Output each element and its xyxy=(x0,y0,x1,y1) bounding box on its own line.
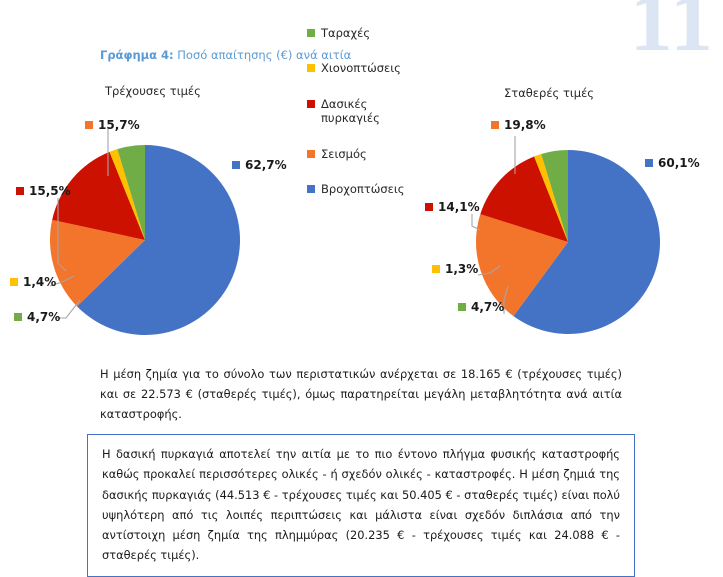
chart-title-left: Τρέχουσες τιμές xyxy=(105,84,201,98)
pie-left-label-red: 15,5% xyxy=(16,184,71,198)
figure-caption-label: Γράφημα 4: xyxy=(100,48,174,62)
pie-right-label-red: 14,1% xyxy=(425,200,480,214)
swatch-blue xyxy=(645,159,653,167)
legend-item-snowfall[interactable]: Χιονοπτώσεις xyxy=(307,61,401,76)
leader-line-yellow-right xyxy=(477,265,501,276)
swatch-yellow xyxy=(10,278,18,286)
legend-swatch-blue xyxy=(307,184,315,193)
legend-item-rainfall[interactable]: Βροχοπτώσεις xyxy=(307,182,405,196)
chart-title-right: Σταθερές τιμές xyxy=(504,86,595,100)
pie-slice[interactable] xyxy=(109,149,145,240)
leader-line-yellow-left xyxy=(49,275,75,287)
legend-item-forest-fires[interactable]: Δασικές πυρκαγιές xyxy=(307,97,399,126)
chart-constant-prices: Σταθερές τιμές 19,8% 14,1% 1,3% 4,7% 60,… xyxy=(400,78,723,348)
swatch-red xyxy=(425,203,433,211)
legend-item-earthquake[interactable]: Σεισμός xyxy=(307,147,399,161)
pie-slice[interactable] xyxy=(50,219,145,307)
figure-caption-text: Ποσό απαίτησης (€) ανά αιτία xyxy=(173,48,352,62)
chart-current-prices: Τρέχουσες τιμές 15,7% 15,5% 1,4% 4,7% 62… xyxy=(0,78,310,348)
page-number: 11 xyxy=(629,0,715,69)
legend-swatch-orange xyxy=(307,149,315,158)
legend-label: Βροχοπτώσεις xyxy=(321,181,405,196)
pie-slice[interactable] xyxy=(513,150,660,334)
pie-left-label-blue: 62,7% xyxy=(232,158,287,172)
legend-label: Ταραχές xyxy=(321,26,371,40)
swatch-blue xyxy=(232,161,240,169)
pie-left-slices xyxy=(50,145,241,335)
figure-caption: Γράφημα 4: Ποσό απαίτησης (€) ανά αιτία xyxy=(100,48,351,62)
leader-line-green-right xyxy=(503,285,509,314)
chart-legend: Ταραχές Χιονοπτώσεις Δασικές πυρκαγιές Σ… xyxy=(307,26,405,217)
pie-right-slices xyxy=(476,150,660,334)
legend-label: Σεισμός xyxy=(321,146,367,161)
legend-swatch-green xyxy=(307,29,315,37)
leader-line-red-left xyxy=(57,198,67,272)
pie-left-svg xyxy=(49,128,241,335)
pie-slice[interactable] xyxy=(541,150,568,242)
legend-label: Δασικές πυρκαγιές xyxy=(321,96,380,126)
summary-paragraph: Η μέση ζημία για το σύνολο των περιστατι… xyxy=(100,367,622,421)
swatch-red xyxy=(16,187,24,195)
pie-slice[interactable] xyxy=(76,145,241,335)
leader-line-green-left xyxy=(55,299,81,319)
swatch-orange xyxy=(85,121,93,129)
pie-left-label-yellow: 1,4% xyxy=(10,275,56,289)
swatch-green xyxy=(458,303,466,311)
pie-right-svg xyxy=(471,136,660,334)
pie-right-wrap xyxy=(400,78,723,348)
pie-slice[interactable] xyxy=(480,156,568,242)
pie-slice[interactable] xyxy=(534,153,568,242)
pie-left-label-orange: 15,7% xyxy=(85,118,140,132)
legend-swatch-yellow xyxy=(307,64,315,73)
swatch-yellow xyxy=(432,265,440,273)
pie-right-label-blue: 60,1% xyxy=(645,156,700,170)
legend-swatch-red xyxy=(307,99,315,108)
swatch-green xyxy=(14,313,22,321)
pie-slice[interactable] xyxy=(476,214,568,317)
pie-right-label-yellow: 1,3% xyxy=(432,262,478,276)
pie-slice[interactable] xyxy=(117,145,145,240)
legend-item-riots[interactable]: Ταραχές xyxy=(307,26,399,40)
callout-box: Η δασική πυρκαγιά αποτελεί την αιτία με … xyxy=(87,434,635,577)
pie-left-label-green: 4,7% xyxy=(14,310,60,324)
swatch-orange xyxy=(491,121,499,129)
pie-right-label-green: 4,7% xyxy=(458,300,504,314)
pie-slice[interactable] xyxy=(52,151,145,240)
leader-line-red-right xyxy=(471,214,481,231)
pie-left-wrap xyxy=(0,78,310,348)
legend-label: Χιονοπτώσεις xyxy=(321,61,401,76)
pie-right-label-orange: 19,8% xyxy=(491,118,546,132)
